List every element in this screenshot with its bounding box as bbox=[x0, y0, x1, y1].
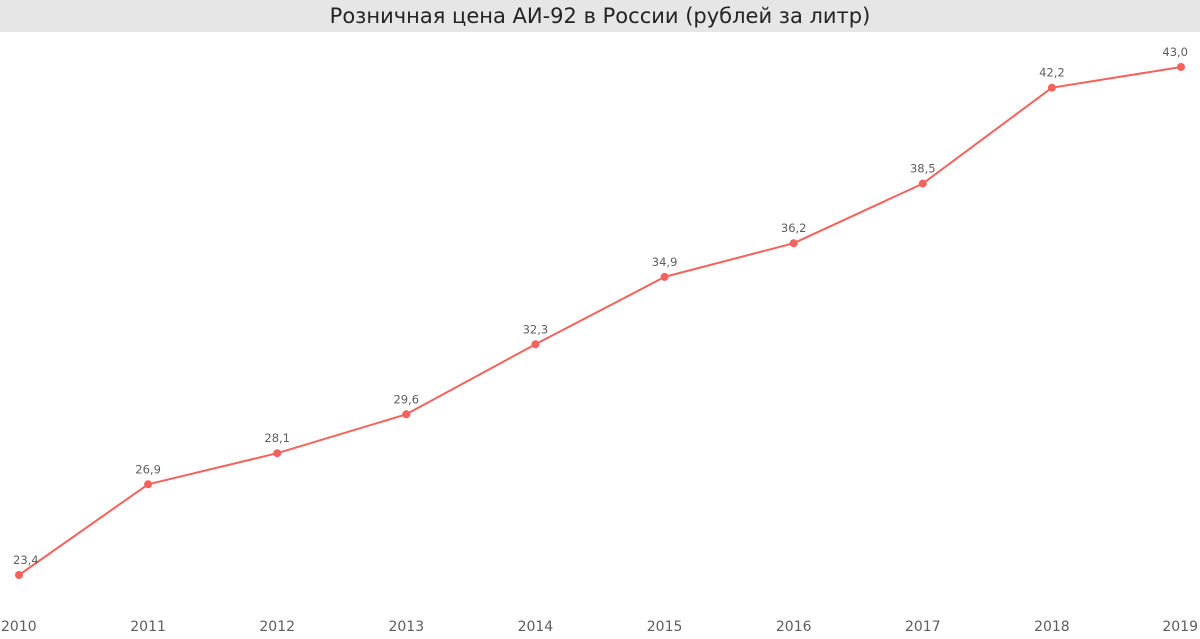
data-label-2016: 36,2 bbox=[781, 221, 807, 235]
data-point-2019[interactable] bbox=[1177, 63, 1185, 71]
x-tick-label-2017: 2017 bbox=[905, 619, 941, 635]
x-tick-label-2011: 2011 bbox=[130, 619, 166, 635]
x-tick-label-2013: 2013 bbox=[388, 619, 424, 635]
data-label-2011: 26,9 bbox=[135, 462, 161, 476]
data-point-2013[interactable] bbox=[402, 410, 411, 419]
x-axis: 2010 2011 2012 2013 2014 2015 2016 2017 2018 2019 bbox=[1, 619, 1198, 635]
x-tick-label-2019: 2019 bbox=[1162, 619, 1198, 635]
data-label-2015: 34,9 bbox=[652, 255, 678, 269]
x-tick-label-2010: 2010 bbox=[1, 619, 37, 635]
series-line-layer bbox=[18, 66, 1182, 576]
data-label-layer: 23,4 26,9 28,1 29,6 32,3 34,9 36,2 38,5 42,2 43,0 bbox=[13, 45, 1188, 567]
data-point-2012[interactable] bbox=[273, 449, 282, 458]
data-label-2012: 28,1 bbox=[264, 431, 290, 445]
data-label-2018: 42,2 bbox=[1039, 66, 1065, 80]
data-point-2015[interactable] bbox=[660, 272, 669, 281]
data-point-2016[interactable] bbox=[789, 239, 798, 248]
data-label-2010: 23,4 bbox=[13, 553, 39, 567]
x-tick-label-2016: 2016 bbox=[776, 619, 812, 635]
data-label-2017: 38,5 bbox=[910, 162, 936, 176]
chart-title: Розничная цена АИ-92 в России (рублей за… bbox=[329, 4, 871, 28]
x-tick-label-2012: 2012 bbox=[259, 619, 295, 635]
data-label-2014: 32,3 bbox=[523, 322, 549, 336]
x-tick-label-2015: 2015 bbox=[647, 619, 683, 635]
data-label-2013: 29,6 bbox=[393, 392, 419, 406]
chart-title-bar: Розничная цена АИ-92 в России (рублей за… bbox=[0, 0, 1200, 32]
data-point-2017[interactable] bbox=[918, 179, 927, 188]
data-point-layer bbox=[15, 63, 1185, 579]
series-line bbox=[18, 66, 1182, 576]
data-point-2014[interactable] bbox=[531, 340, 540, 349]
data-point-2018[interactable] bbox=[1047, 83, 1056, 92]
x-tick-label-2014: 2014 bbox=[518, 619, 554, 635]
data-label-2019: 43,0 bbox=[1162, 45, 1188, 59]
x-tick-label-2018: 2018 bbox=[1034, 619, 1070, 635]
data-point-2011[interactable] bbox=[144, 480, 153, 489]
data-point-2010[interactable] bbox=[15, 571, 23, 579]
